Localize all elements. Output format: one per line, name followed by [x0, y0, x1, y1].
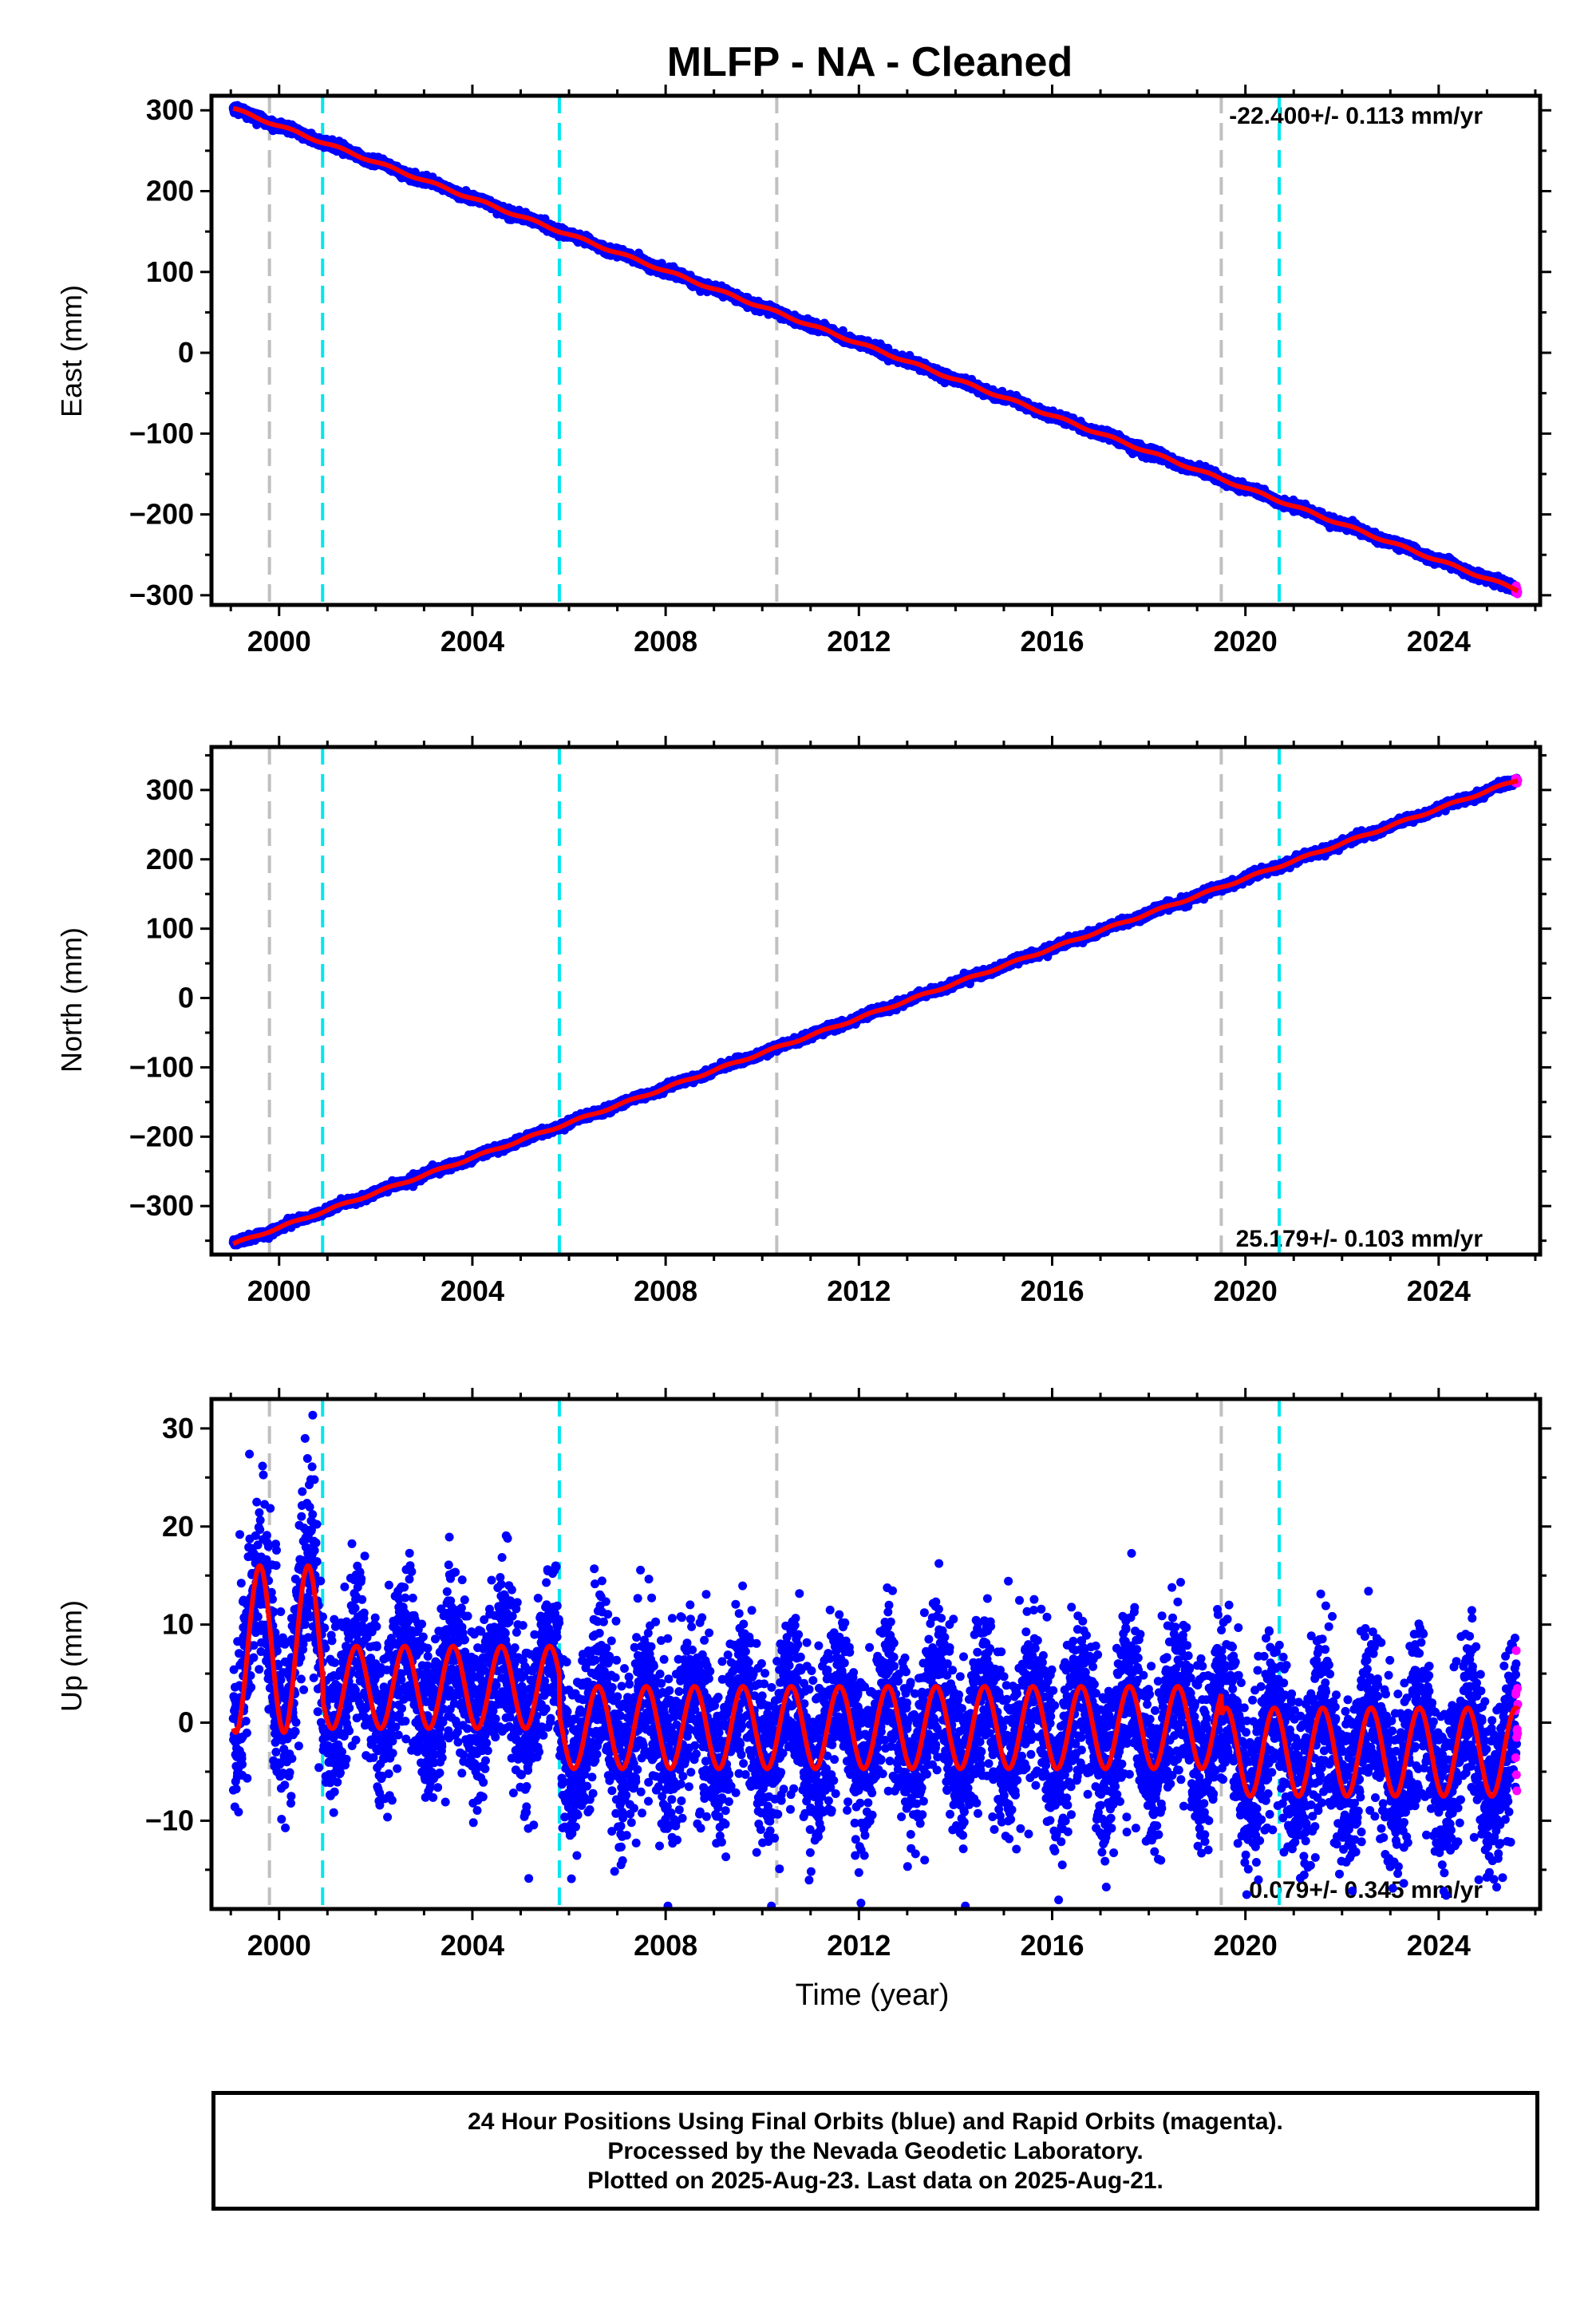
- east-event-lines: [267, 96, 1282, 605]
- east-panel: East (mm) -22.400+/- 0.113 mm/yr 2000 200…: [55, 85, 1551, 658]
- east-ylabel: East (mm): [55, 285, 88, 417]
- east-rate-label: -22.400+/- 0.113 mm/yr: [1229, 103, 1483, 129]
- figure-title: MLFP - NA - Cleaned: [667, 39, 1073, 85]
